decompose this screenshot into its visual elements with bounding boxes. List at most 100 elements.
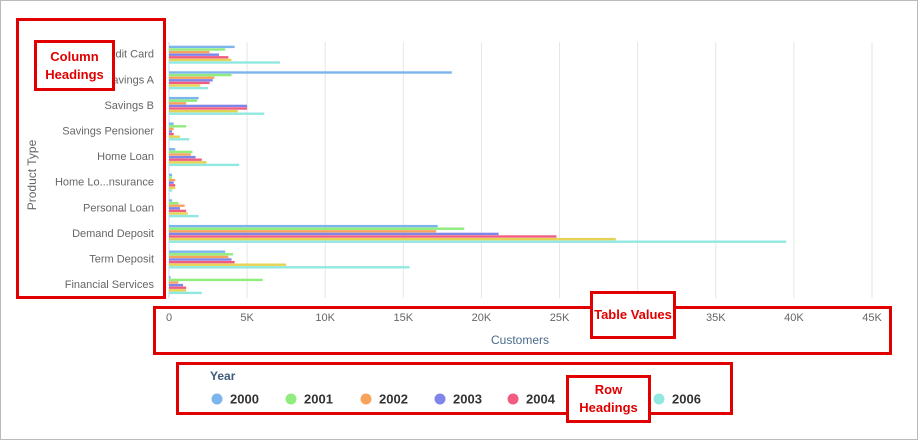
legend-label: 2002 — [379, 391, 408, 406]
y-tick-label: Home Loan — [97, 151, 154, 163]
bar — [169, 266, 410, 269]
x-tick-label: 45K — [862, 312, 882, 324]
legend-marker — [507, 393, 519, 405]
bar — [169, 250, 226, 253]
bar — [169, 189, 173, 192]
bar — [169, 112, 265, 115]
bar — [169, 56, 229, 59]
bar — [169, 283, 184, 287]
bar — [169, 204, 185, 207]
bar — [169, 148, 176, 151]
bar — [169, 260, 235, 264]
bar — [169, 237, 616, 241]
bar — [169, 181, 174, 184]
bar — [169, 122, 174, 125]
bar — [169, 150, 193, 154]
annotation-frame — [176, 362, 733, 415]
x-tick-label: 10K — [315, 312, 335, 324]
legend-label: 2000 — [230, 391, 259, 406]
bar — [169, 263, 287, 266]
bar — [169, 207, 180, 210]
legend-marker — [434, 393, 446, 405]
bar — [169, 230, 437, 233]
bar — [169, 291, 202, 295]
bar — [169, 235, 557, 238]
y-tick-label: Savings Pensioner — [62, 126, 154, 138]
bar — [169, 240, 787, 243]
bar — [169, 153, 191, 156]
legend-label: 2001 — [304, 391, 333, 406]
x-tick-label: 35K — [706, 312, 726, 324]
bar — [169, 125, 187, 128]
annotation-frame — [153, 306, 892, 355]
bar — [169, 53, 219, 56]
bar — [169, 278, 263, 282]
bar — [169, 50, 210, 54]
y-tick-label: Demand Deposit — [72, 228, 154, 240]
bar — [169, 212, 188, 215]
bar — [169, 48, 226, 51]
annotation-frame — [16, 18, 166, 299]
bar — [169, 84, 201, 87]
bar — [169, 161, 207, 164]
y-tick-label: Personal Loan — [83, 202, 154, 214]
bar — [169, 76, 215, 79]
bar — [169, 209, 187, 213]
bar — [169, 79, 213, 82]
bar — [169, 71, 452, 74]
x-tick-label: 40K — [784, 312, 804, 324]
legend-title: Year — [210, 369, 236, 383]
bar — [169, 253, 234, 256]
annotation-label: Row Headings — [566, 375, 651, 423]
legend-marker — [285, 393, 297, 405]
bar — [169, 135, 180, 138]
legend-label: 2006 — [672, 391, 701, 406]
bar — [169, 58, 232, 62]
bar — [169, 258, 232, 261]
y-tick-label: Financial Services — [65, 279, 155, 291]
bar — [169, 81, 210, 85]
bar — [169, 276, 171, 279]
legend-marker — [653, 393, 665, 405]
bar — [169, 61, 280, 64]
annotation-label: Column Headings — [34, 40, 115, 91]
x-tick-label: 5K — [240, 312, 254, 324]
y-axis-title: Product Type — [25, 139, 39, 210]
bar — [169, 73, 232, 77]
bar — [169, 286, 187, 289]
x-axis-title: Customers — [491, 333, 549, 347]
bar — [169, 173, 173, 177]
bar — [169, 102, 187, 105]
bar — [169, 155, 196, 159]
bar — [169, 201, 179, 205]
bar — [169, 138, 190, 141]
bar — [169, 199, 173, 202]
annotation-label: Table Values — [590, 291, 676, 339]
x-tick-label: 15K — [394, 312, 414, 324]
bar — [169, 176, 173, 179]
bar — [169, 107, 248, 110]
bar — [169, 158, 202, 161]
bar — [169, 163, 240, 167]
bar — [169, 86, 209, 90]
bar — [169, 214, 199, 218]
bar — [169, 281, 179, 284]
y-tick-label: Savings B — [104, 100, 154, 112]
legend-marker — [360, 393, 372, 405]
y-tick-label: Savings A — [105, 74, 155, 86]
bar — [169, 227, 465, 230]
bar — [169, 99, 198, 102]
bar — [169, 224, 438, 228]
bar — [169, 255, 229, 259]
legend-label: 2003 — [453, 391, 482, 406]
bar — [169, 186, 176, 190]
legend-marker — [211, 393, 223, 405]
bar — [169, 132, 174, 136]
bar — [169, 232, 499, 236]
bar — [169, 109, 238, 113]
legend-label: 2004 — [526, 391, 556, 406]
x-tick-label: 20K — [472, 312, 492, 324]
